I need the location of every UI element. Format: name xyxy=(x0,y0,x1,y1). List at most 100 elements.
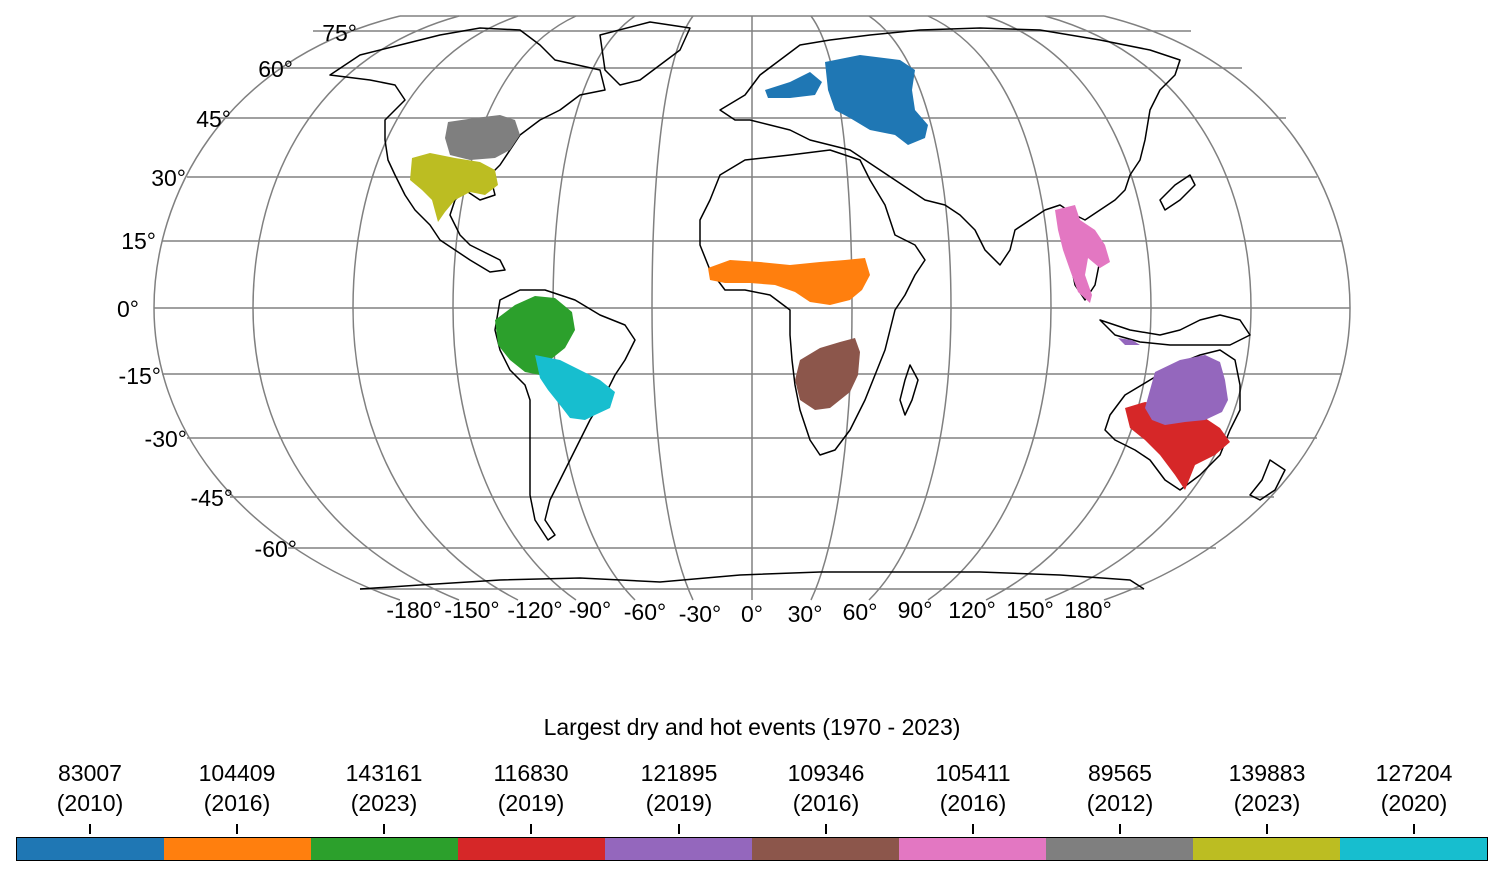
colorbar-segment xyxy=(1193,838,1340,860)
colorbar-segment xyxy=(605,838,752,860)
colorbar-title: Largest dry and hot events (1970 - 2023) xyxy=(543,714,961,740)
tick-mark xyxy=(678,824,680,834)
lat-label-minus-30: -30° xyxy=(145,426,187,452)
greenland-coast xyxy=(599,21,691,86)
colorbar xyxy=(16,837,1488,861)
lon-label-150: 150° xyxy=(1006,597,1054,623)
tick-mark xyxy=(236,824,238,834)
lat-label-minus-45: -45° xyxy=(191,485,233,511)
tick-mark xyxy=(530,824,532,834)
tick-year: (2012) xyxy=(1086,790,1154,816)
lon-label-minus-120: -120° xyxy=(507,597,562,623)
new-zealand-coast xyxy=(1249,459,1286,501)
tick-value: 109346 xyxy=(787,760,865,786)
lat-label-45: 45° xyxy=(196,106,231,132)
tick-value: 127204 xyxy=(1375,760,1453,786)
tick-year: (2019) xyxy=(497,790,565,816)
event-region-southeast-australia xyxy=(1125,402,1230,490)
tick-value: 105411 xyxy=(935,760,1011,786)
tick-year: (2010) xyxy=(56,790,124,816)
colorbar-tick: 139883 (2023) xyxy=(1197,758,1337,834)
tick-mark xyxy=(383,824,385,834)
tick-year: (2016) xyxy=(939,790,1007,816)
colorbar-segment xyxy=(164,838,311,860)
tick-mark xyxy=(1119,824,1121,834)
lon-label-minus-180: -180° xyxy=(386,597,441,623)
event-region-central-south-america xyxy=(535,355,615,420)
tick-year: (2023) xyxy=(1233,790,1301,816)
lat-label-minus-60: -60° xyxy=(255,536,297,562)
colorbar-tick: 121895 (2019) xyxy=(609,758,749,834)
lat-label-15: 15° xyxy=(121,228,156,254)
graticule xyxy=(153,15,1351,601)
japan-coast xyxy=(1159,174,1196,211)
lat-label-minus-15: -15° xyxy=(119,363,161,389)
colorbar-tick: 104409 (2016) xyxy=(167,758,307,834)
colorbar-segment xyxy=(311,838,458,860)
tick-year: (2016) xyxy=(792,790,860,816)
event-region-indochina xyxy=(1055,205,1110,303)
colorbar-segment xyxy=(1340,838,1487,860)
tick-mark xyxy=(1413,824,1415,834)
lon-label-30: 30° xyxy=(788,601,823,627)
event-region-java xyxy=(1118,338,1140,345)
colorbar-tick: 105411 (2016) xyxy=(903,758,1043,834)
colorbar-segment xyxy=(458,838,605,860)
madagascar-coast xyxy=(899,364,919,416)
tick-year: (2019) xyxy=(645,790,713,816)
tick-value: 104409 xyxy=(198,760,276,786)
lat-label-30: 30° xyxy=(151,165,186,191)
longitude-labels: -180° -150° -120° -90° -60° -30° 0° 30° … xyxy=(386,597,1111,627)
lon-label-180: 180° xyxy=(1064,597,1112,623)
tick-mark xyxy=(825,824,827,834)
colorbar-segment xyxy=(1046,838,1193,860)
event-region-eastern-australia xyxy=(1145,355,1228,425)
tick-year: (2020) xyxy=(1380,790,1448,816)
lon-label-0: 0° xyxy=(741,601,763,627)
eurasia-coast xyxy=(719,27,1181,266)
colorbar-tick: 143161 (2023) xyxy=(314,758,454,834)
tick-value: 139883 xyxy=(1228,760,1306,786)
lon-label-minus-60: -60° xyxy=(624,599,666,625)
lon-label-minus-90: -90° xyxy=(569,597,611,623)
lat-label-60: 60° xyxy=(258,56,293,82)
world-map: 75° 60° 45° 30° 15° 0° -15° -30° -45° -6… xyxy=(117,15,1351,627)
tick-value: 121895 xyxy=(640,760,718,786)
coastlines xyxy=(329,21,1286,590)
colorbar-tick: 89565 (2012) xyxy=(1050,758,1190,834)
latitude-labels: 75° 60° 45° 30° 15° 0° -15° -30° -45° -6… xyxy=(117,20,357,562)
event-region-sahel xyxy=(708,258,870,305)
event-region-southern-africa xyxy=(795,338,860,410)
colorbar-segment xyxy=(899,838,1046,860)
indonesia-coast xyxy=(1099,314,1251,346)
tick-year: (2023) xyxy=(350,790,418,816)
lon-label-60: 60° xyxy=(843,599,878,625)
lat-label-0: 0° xyxy=(117,296,139,322)
lon-label-minus-30: -30° xyxy=(679,601,721,627)
event-region-amazon xyxy=(495,296,575,375)
tick-mark xyxy=(1266,824,1268,834)
colorbar-tick: 127204 (2020) xyxy=(1344,758,1484,834)
tick-mark xyxy=(972,824,974,834)
tick-year: (2016) xyxy=(203,790,271,816)
event-region-eastern-europe xyxy=(825,55,928,145)
tick-value: 83007 xyxy=(58,760,122,786)
south-america-coast xyxy=(494,289,636,541)
colorbar-tick: 83007 (2010) xyxy=(20,758,160,834)
event-region-southern-us xyxy=(410,153,498,222)
lon-label-90: 90° xyxy=(898,597,933,623)
event-regions xyxy=(410,55,1230,490)
event-region-central-us xyxy=(445,115,520,160)
tick-mark xyxy=(89,824,91,834)
tick-value: 143161 xyxy=(345,760,423,786)
lat-label-75: 75° xyxy=(322,20,357,46)
colorbar-segment xyxy=(17,838,164,860)
tick-value: 116830 xyxy=(493,760,569,786)
tick-value: 89565 xyxy=(1088,760,1152,786)
colorbar-segment xyxy=(752,838,899,860)
africa-coast xyxy=(699,149,926,456)
event-region-baltic xyxy=(765,72,822,98)
antarctica-coast xyxy=(359,571,1145,590)
lon-label-120: 120° xyxy=(948,597,996,623)
north-america-coast xyxy=(329,27,606,273)
